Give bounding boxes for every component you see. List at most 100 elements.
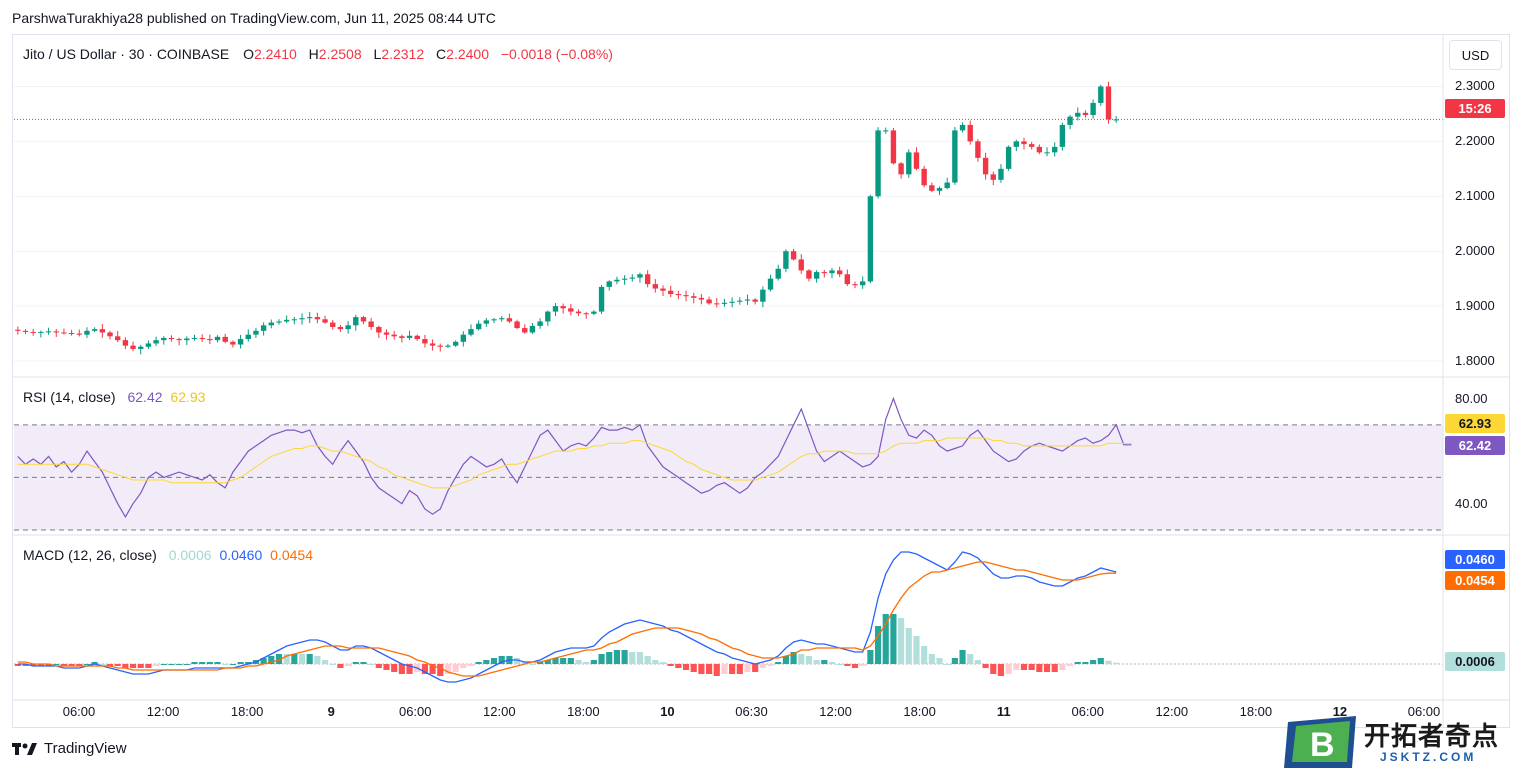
macd-histogram-bar bbox=[68, 664, 75, 666]
candle-body bbox=[368, 321, 374, 327]
macd-histogram-bar bbox=[652, 660, 659, 664]
macd-histogram-bar bbox=[283, 654, 290, 664]
macd-histogram-bar bbox=[675, 664, 682, 668]
candle-body bbox=[621, 278, 628, 280]
candle-body bbox=[691, 296, 697, 298]
macd-histogram-bar bbox=[1105, 660, 1112, 664]
pane-separators bbox=[12, 34, 1510, 728]
macd-histogram-bar bbox=[298, 654, 306, 664]
macd-histogram-bar bbox=[744, 664, 751, 672]
candle-body bbox=[499, 318, 505, 320]
candle-body bbox=[406, 335, 413, 338]
macd-histogram-bar bbox=[183, 664, 190, 665]
candle-body bbox=[506, 318, 513, 322]
candle-body bbox=[445, 345, 451, 347]
macd-histogram-bar bbox=[997, 664, 1005, 676]
candle-body bbox=[998, 168, 1004, 180]
macd-histogram-bar bbox=[352, 662, 359, 664]
macd-histogram-bar bbox=[153, 664, 160, 666]
candle-body bbox=[130, 345, 136, 349]
candle-body bbox=[168, 337, 175, 340]
price-tick-label: 2.3000 bbox=[1455, 78, 1495, 94]
candle-body bbox=[637, 274, 643, 278]
time-tick-label: 18:00 bbox=[567, 704, 600, 719]
macd-histogram-bar bbox=[452, 664, 459, 672]
macd-histogram-bar bbox=[1067, 664, 1074, 666]
macd-histogram-bar bbox=[391, 664, 398, 672]
candle-body bbox=[429, 343, 436, 346]
candle-body bbox=[775, 268, 781, 279]
candle-body bbox=[468, 329, 474, 335]
macd-histogram-bar bbox=[729, 664, 736, 674]
candle-body bbox=[314, 317, 321, 320]
price-legend: Jito / US Dollar · 30 · COINBASE O2.2410… bbox=[23, 46, 617, 62]
candle-body bbox=[552, 306, 559, 312]
macd-histogram-bar bbox=[967, 654, 974, 664]
macd-histogram-bar bbox=[368, 664, 375, 665]
tradingview-brand[interactable]: TradingView bbox=[12, 740, 127, 757]
macd-histogram-bar bbox=[951, 658, 958, 664]
candle-body bbox=[883, 130, 889, 132]
candle-body bbox=[337, 326, 344, 330]
candle-body bbox=[583, 313, 589, 315]
macd-histogram-bar bbox=[982, 664, 989, 668]
time-tick-label: 06:00 bbox=[398, 704, 432, 719]
candle-body bbox=[875, 130, 881, 197]
candle-body bbox=[867, 196, 874, 282]
candle-body bbox=[829, 270, 835, 274]
macd-histogram-bar bbox=[306, 654, 313, 664]
candle-body bbox=[783, 251, 789, 269]
macd-histogram-bar bbox=[1020, 664, 1028, 670]
candle-body bbox=[1028, 144, 1035, 147]
macd-histogram-bar bbox=[828, 662, 836, 664]
candle-body bbox=[222, 336, 228, 342]
candle-body bbox=[491, 319, 497, 321]
macd-histogram-bar bbox=[659, 662, 667, 664]
candle-body bbox=[1105, 86, 1112, 120]
tradingview-logo-icon bbox=[12, 742, 37, 755]
candle-body bbox=[45, 331, 52, 333]
macd-histogram-bar bbox=[437, 664, 444, 676]
macd-histogram-bar bbox=[859, 664, 866, 666]
time-tick-label: 12:00 bbox=[483, 704, 516, 719]
candle-body bbox=[1052, 146, 1058, 153]
macd-histogram-bar bbox=[45, 664, 52, 666]
rsi-lines bbox=[17, 396, 1132, 519]
candle-body bbox=[22, 330, 29, 332]
macd-histogram-bar bbox=[959, 650, 966, 664]
candle-body bbox=[737, 300, 743, 302]
macd-histogram-bar bbox=[291, 654, 298, 664]
rsi-tick-label: 40.00 bbox=[1455, 495, 1488, 511]
candle-body bbox=[982, 157, 989, 175]
candlestick-series bbox=[15, 81, 1119, 355]
macd-histogram-bar bbox=[483, 660, 490, 664]
macd-histogram-bar bbox=[490, 658, 498, 664]
macd-histogram-bar bbox=[606, 652, 613, 664]
macd-histogram-bar bbox=[928, 654, 935, 664]
candle-body bbox=[184, 338, 190, 341]
candle-body bbox=[906, 152, 912, 175]
candle-body bbox=[1013, 141, 1020, 147]
candle-body bbox=[652, 284, 659, 289]
macd-histogram-bar bbox=[974, 660, 981, 664]
candle-body bbox=[890, 130, 897, 164]
candle-body bbox=[752, 299, 758, 302]
macd-histogram-bar bbox=[475, 662, 482, 664]
candle-body bbox=[1036, 146, 1043, 153]
macd-histogram-bar bbox=[644, 656, 651, 664]
macd-histogram-bar bbox=[37, 664, 44, 666]
macd-histogram-bar bbox=[667, 664, 674, 666]
macd-histogram-bar bbox=[498, 656, 505, 664]
macd-histogram-bar bbox=[229, 664, 236, 665]
candle-body bbox=[414, 335, 420, 340]
macd-lines bbox=[14, 551, 1443, 683]
macd-histogram-bar bbox=[122, 664, 129, 668]
candle-body bbox=[191, 337, 198, 339]
price-tick-label: 2.0000 bbox=[1455, 243, 1495, 259]
grid-lines bbox=[14, 85, 1443, 362]
candle-body bbox=[53, 331, 59, 333]
macd-histogram-bar bbox=[767, 664, 774, 666]
currency-button[interactable]: USD bbox=[1449, 40, 1502, 70]
price-tick-label: 2.1000 bbox=[1455, 188, 1495, 204]
